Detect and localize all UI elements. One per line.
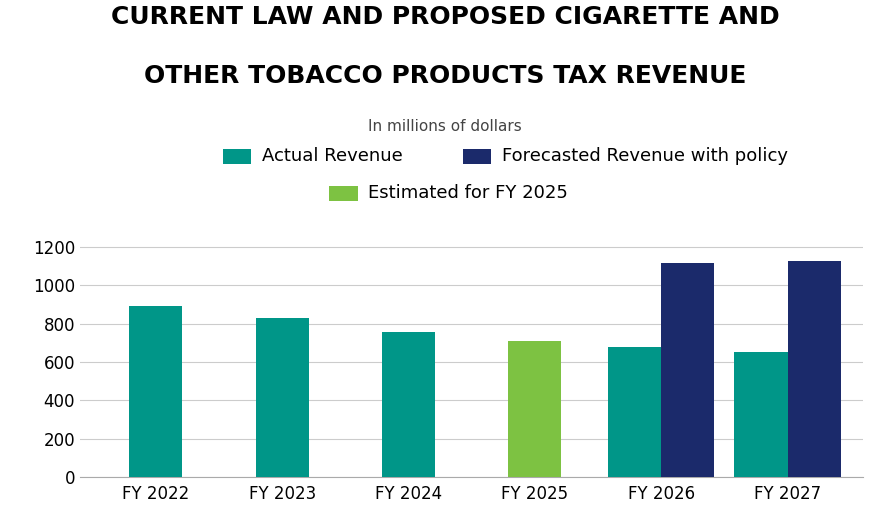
Bar (734, 352, 788, 477)
Bar (382, 332, 435, 477)
Bar (608, 347, 661, 477)
Bar (788, 261, 840, 477)
Bar (661, 263, 715, 477)
Text: OTHER TOBACCO PRODUCTS TAX REVENUE: OTHER TOBACCO PRODUCTS TAX REVENUE (144, 64, 746, 87)
Text: In millions of dollars: In millions of dollars (368, 119, 522, 134)
Text: Estimated for FY 2025: Estimated for FY 2025 (368, 184, 569, 202)
Text: CURRENT LAW AND PROPOSED CIGARETTE AND: CURRENT LAW AND PROPOSED CIGARETTE AND (110, 5, 780, 29)
Bar (508, 341, 562, 477)
Bar (255, 318, 309, 477)
Text: Actual Revenue: Actual Revenue (262, 147, 402, 165)
Text: Forecasted Revenue with policy: Forecasted Revenue with policy (502, 147, 788, 165)
Bar (129, 305, 182, 477)
